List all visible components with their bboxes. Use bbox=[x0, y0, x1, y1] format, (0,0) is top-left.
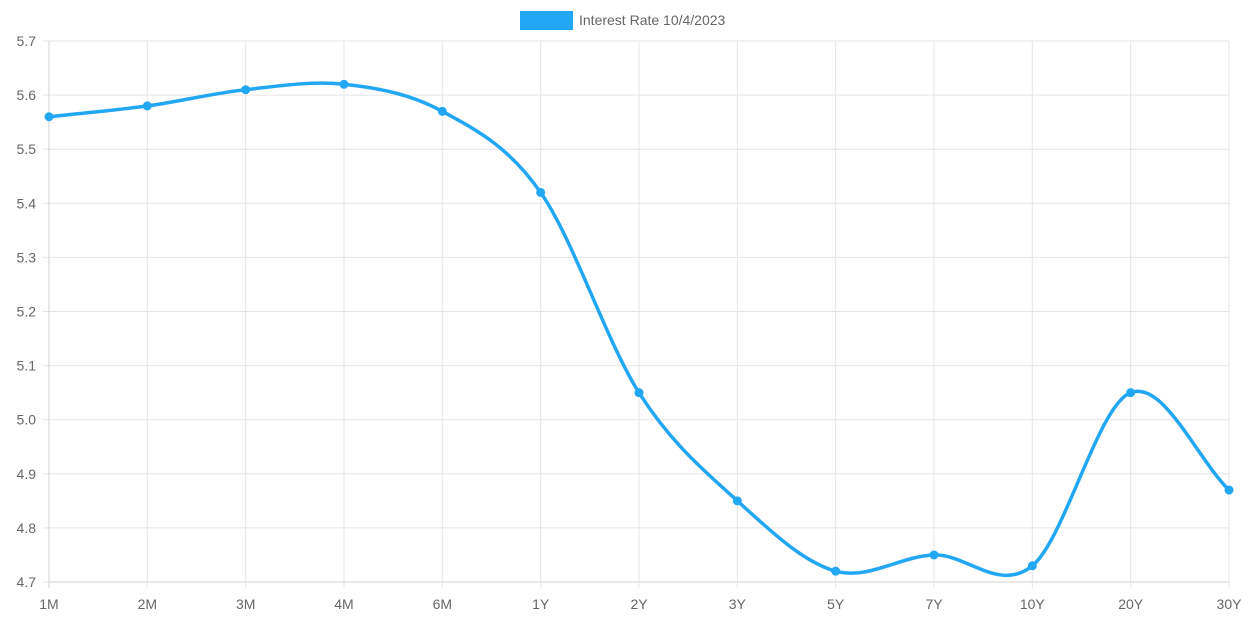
y-tick-label: 5.7 bbox=[17, 33, 37, 49]
y-tick-label: 4.7 bbox=[17, 574, 37, 590]
y-tick-label: 5.1 bbox=[17, 358, 37, 374]
x-tick-label: 4M bbox=[334, 596, 353, 612]
y-tick-label: 4.8 bbox=[17, 520, 37, 536]
y-tick-label: 5.4 bbox=[17, 195, 37, 211]
data-point[interactable] bbox=[44, 112, 54, 122]
series-layer bbox=[44, 79, 1234, 578]
data-point[interactable] bbox=[1126, 388, 1136, 398]
y-tick-label: 5.0 bbox=[17, 412, 37, 428]
x-tick-label: 30Y bbox=[1217, 596, 1243, 612]
y-axis: 5.7 5.6 5.5 5.4 5.3 5.2 5.1 5.0 4.9 4.8 4.7 bbox=[17, 33, 37, 590]
x-tick-label: 2M bbox=[138, 596, 157, 612]
series-line bbox=[47, 81, 1231, 578]
x-tick-label: 5Y bbox=[827, 596, 845, 612]
data-point[interactable] bbox=[241, 85, 251, 95]
x-tick-label: 2Y bbox=[630, 596, 648, 612]
y-tick-label: 5.6 bbox=[17, 87, 37, 103]
x-tick-label: 3Y bbox=[729, 596, 747, 612]
x-tick-label: 3M bbox=[236, 596, 255, 612]
x-tick-label: 1M bbox=[39, 596, 58, 612]
y-tick-label: 5.3 bbox=[17, 249, 37, 265]
data-point[interactable] bbox=[536, 187, 546, 197]
legend-swatch bbox=[520, 11, 573, 30]
data-point[interactable] bbox=[1027, 561, 1037, 571]
x-tick-label: 6M bbox=[433, 596, 452, 612]
x-tick-label: 20Y bbox=[1118, 596, 1144, 612]
x-tick-label: 1Y bbox=[532, 596, 550, 612]
y-tick-label: 5.5 bbox=[17, 141, 37, 157]
data-point[interactable] bbox=[634, 388, 644, 398]
data-point[interactable] bbox=[437, 106, 447, 116]
grid bbox=[43, 40, 1230, 588]
data-point[interactable] bbox=[831, 566, 841, 576]
y-tick-label: 5.2 bbox=[17, 304, 37, 320]
legend-label: Interest Rate 10/4/2023 bbox=[579, 12, 726, 28]
data-point[interactable] bbox=[929, 550, 939, 560]
data-point[interactable] bbox=[142, 101, 152, 111]
x-axis: 1M 2M 3M 4M 6M 1Y 2Y 3Y 5Y 7Y 10Y 20Y 30Y bbox=[39, 596, 1242, 612]
y-tick-label: 4.9 bbox=[17, 466, 37, 482]
x-tick-label: 10Y bbox=[1020, 596, 1046, 612]
x-tick-label: 7Y bbox=[925, 596, 943, 612]
data-point[interactable] bbox=[339, 79, 349, 89]
legend[interactable]: Interest Rate 10/4/2023 bbox=[520, 11, 726, 30]
data-point[interactable] bbox=[732, 496, 742, 506]
data-point[interactable] bbox=[1224, 485, 1234, 495]
